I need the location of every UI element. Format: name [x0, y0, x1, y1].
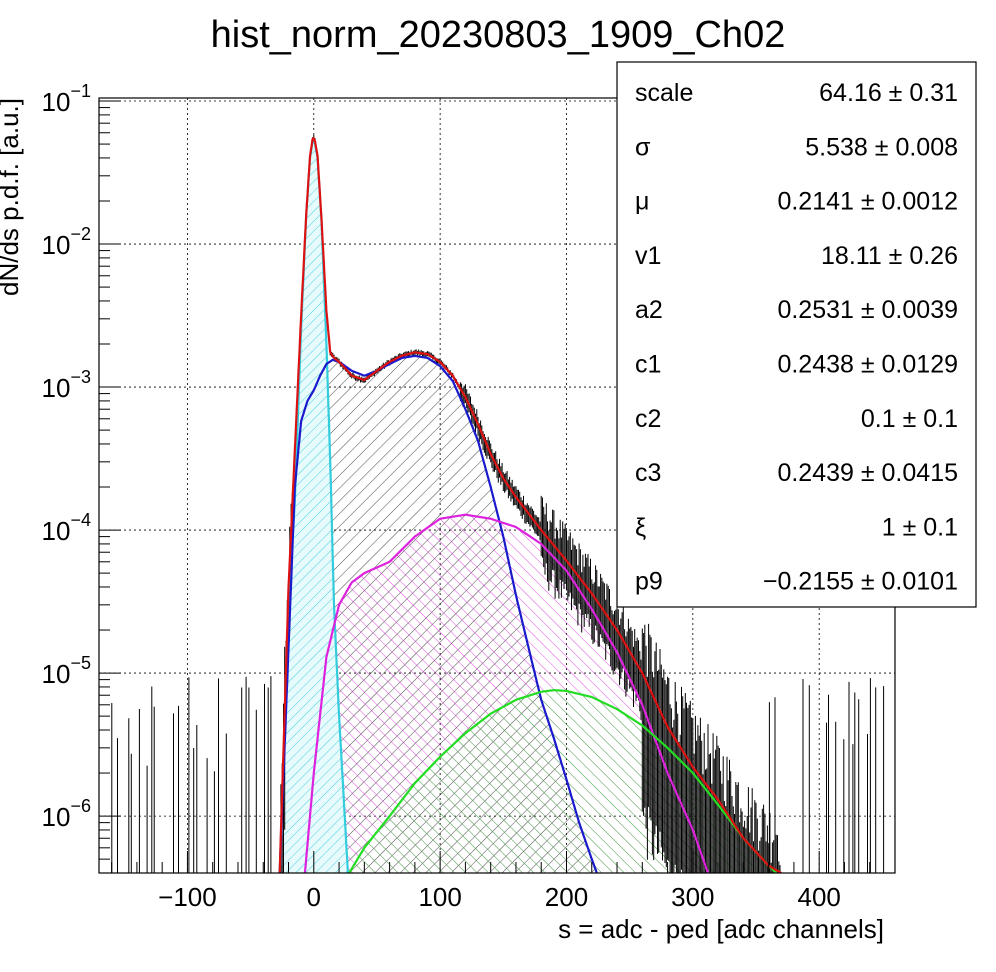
stats-param-value: 0.2438 ± 0.0129 — [777, 351, 958, 379]
fit-curves — [278, 137, 782, 873]
x-tick-label: 400 — [797, 882, 840, 912]
curve-one_pe — [278, 354, 598, 873]
stats-param-name: a2 — [635, 296, 663, 324]
stats-param-name: scale — [635, 79, 693, 107]
y-tick-label: 10−4 — [42, 510, 91, 546]
stats-param-value: 18.11 ± 0.26 — [821, 242, 958, 270]
stats-param-value: 1 ± 0.1 — [882, 513, 958, 541]
y-tick-label: 10−2 — [42, 224, 91, 260]
chart-title: hist_norm_20230803_1909_Ch02 — [211, 14, 786, 56]
stats-param-name: v1 — [635, 242, 661, 270]
y-axis-title: dN/ds p.d.f. [a.u.] — [0, 98, 24, 296]
x-tick-label: 100 — [418, 882, 461, 912]
x-tick-label: 300 — [671, 882, 714, 912]
stats-box-frame — [616, 61, 977, 608]
stats-param-value: 0.1 ± 0.1 — [861, 405, 958, 433]
x-tick-label: 200 — [545, 882, 588, 912]
x-tick-label: −100 — [158, 882, 217, 912]
stats-param-value: −0.2155 ± 0.0101 — [763, 568, 958, 596]
stats-param-value: 0.2141 ± 0.0012 — [777, 188, 958, 216]
fill-pedestal — [279, 140, 348, 873]
stats-param-value: 0.2531 ± 0.0039 — [777, 296, 958, 324]
y-axis: 10−1 10−2 10−3 10−4 10−5 10−6 — [42, 81, 121, 874]
stats-param-name: ξ — [635, 513, 646, 541]
curve-two_pe — [303, 513, 710, 873]
x-tick-label: 0 — [307, 882, 321, 912]
y-tick-label: 10−6 — [42, 796, 91, 832]
stats-param-value: 64.16 ± 0.31 — [819, 79, 958, 107]
curve-total_fit — [278, 137, 782, 873]
component-fills — [279, 140, 777, 873]
y-tick-label: 10−5 — [42, 653, 91, 689]
x-axis: −100 0 100 200 300 400 — [111, 851, 896, 912]
y-tick-label: 10−3 — [42, 367, 91, 403]
stats-param-name: c3 — [635, 459, 661, 487]
stats-param-value: 5.538 ± 0.008 — [805, 133, 958, 161]
stats-param-name: c2 — [635, 405, 661, 433]
stats-param-name: c1 — [635, 351, 661, 379]
stats-param-name: μ — [635, 188, 649, 216]
fill-three_pe — [349, 690, 777, 873]
stats-param-value: 0.2439 ± 0.0415 — [777, 459, 958, 487]
fit-stats-box: scale 64.16 ± 0.31 σ 5.538 ± 0.008 μ 0.2141 ±… — [616, 61, 977, 608]
stats-param-name: σ — [635, 133, 651, 161]
y-tick-label: 10−1 — [42, 81, 91, 117]
curve-three_pe — [348, 689, 777, 873]
x-axis-title: s = adc - ped [adc channels] — [558, 914, 884, 944]
stats-param-name: p9 — [635, 568, 663, 596]
